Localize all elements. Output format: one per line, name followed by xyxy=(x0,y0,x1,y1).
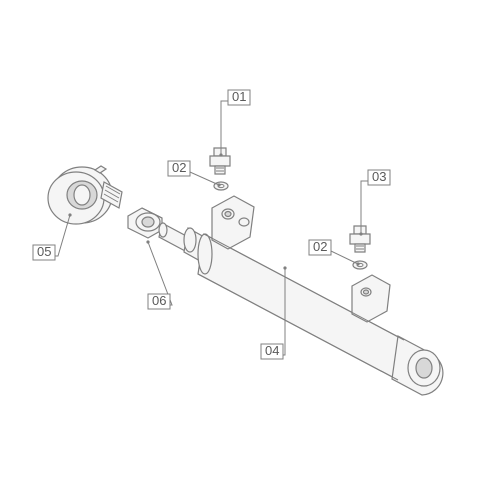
part-rod-eye xyxy=(48,166,122,224)
callout-label-02a: 02 xyxy=(172,160,186,175)
callout-label-05: 05 xyxy=(37,244,51,259)
part-cylinder xyxy=(159,196,443,395)
callout-label-01: 01 xyxy=(232,89,246,104)
callout-label-02b: 02 xyxy=(313,239,327,254)
part-fitting-01 xyxy=(210,148,230,174)
callout-label-03: 03 xyxy=(372,169,386,184)
callout-label-04: 04 xyxy=(265,343,279,358)
exploded-diagram: 01 02 03 02 04 05 06 xyxy=(0,0,500,500)
callout-label-06: 06 xyxy=(152,293,166,308)
part-lock-nut xyxy=(128,208,162,238)
part-fitting-03 xyxy=(350,226,370,252)
